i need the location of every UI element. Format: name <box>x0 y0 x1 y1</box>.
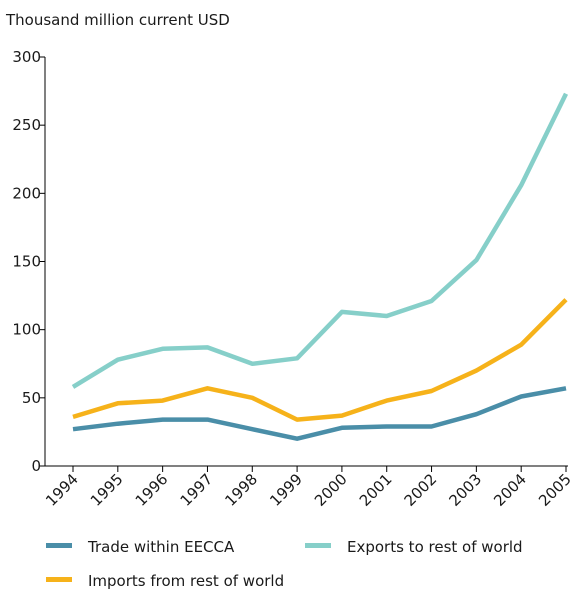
x-tick-label: 1997 <box>177 470 217 510</box>
y-tick-label: 100 <box>12 321 41 339</box>
x-tick-label: 2001 <box>356 470 396 510</box>
x-tick-label: 2000 <box>311 470 351 510</box>
y-tick-label: 250 <box>12 116 41 134</box>
x-tick-label: 2004 <box>490 470 530 510</box>
legend-swatch-exports-to-rest-of-world <box>305 543 331 548</box>
y-tick-label: 0 <box>31 457 41 475</box>
x-tick-label: 2003 <box>445 470 485 510</box>
legend-swatch-imports-from-rest-of-world <box>46 577 72 582</box>
y-axis-label: Thousand million current USD <box>6 11 230 29</box>
legend-swatch-trade-within-eecca <box>46 543 72 548</box>
x-tick-label: 1999 <box>266 470 306 510</box>
axes: 0 50 100 150 200 250 300 1994 1995 1996 1997 1998 19… <box>12 48 574 510</box>
legend-label-trade-within-eecca: Trade within EECCA <box>88 538 235 556</box>
legend-label-exports-to-rest-of-world: Exports to rest of world <box>347 538 523 556</box>
y-tick-label: 200 <box>12 184 41 202</box>
legend-label-imports-from-rest-of-world: Imports from rest of world <box>88 572 285 590</box>
series-lines <box>71 92 569 441</box>
y-tick-label: 300 <box>12 48 41 66</box>
x-tick-label: 1998 <box>221 470 261 510</box>
x-tick-label: 2005 <box>535 470 575 510</box>
legend-item-exports-to-rest-of-world: Exports to rest of world <box>305 538 523 556</box>
legend-item-trade-within-eecca: Trade within EECCA <box>46 538 234 556</box>
series-line-imports-from-rest-of-world <box>72 298 568 422</box>
x-tick-label: 1996 <box>132 470 172 510</box>
x-tick-label: 1995 <box>87 470 127 510</box>
series-line-trade-within-eecca <box>72 386 567 441</box>
y-tick-label: 150 <box>12 253 41 271</box>
y-tick-label: 50 <box>22 389 41 407</box>
x-tick-label: 2002 <box>401 470 441 510</box>
x-tick-label: 1994 <box>42 470 82 510</box>
legend-item-imports-from-rest-of-world: Imports from rest of world <box>46 572 284 590</box>
series-line-exports-to-rest-of-world <box>71 92 569 389</box>
